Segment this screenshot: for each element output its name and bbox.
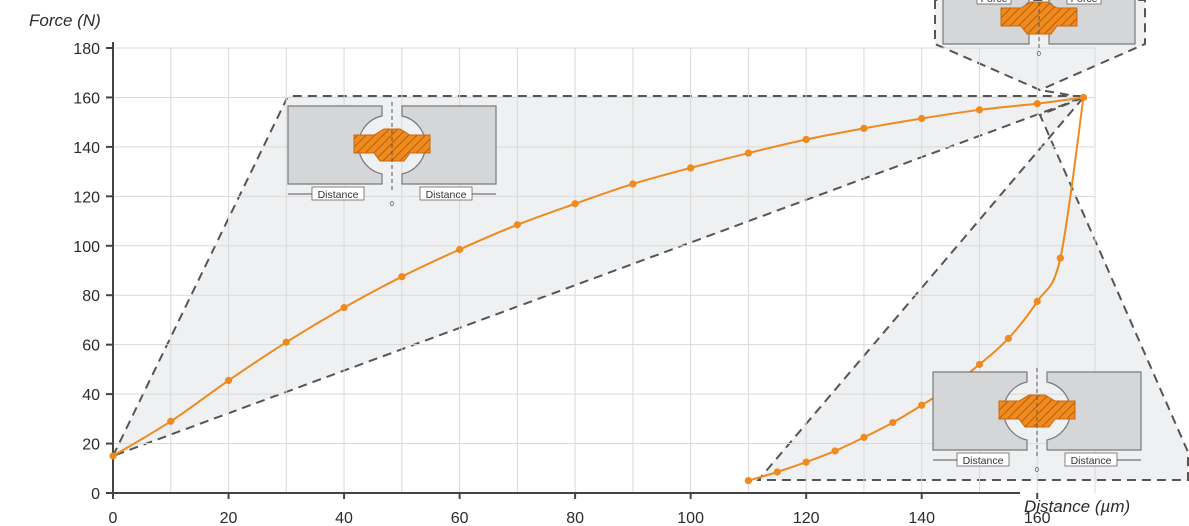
- y-tick-label: 140: [73, 140, 100, 157]
- loading-point: [1033, 100, 1041, 108]
- inset-label: Force: [1071, 0, 1098, 5]
- x-axis-title: Distance (µm): [1024, 497, 1130, 516]
- unloading-point: [1033, 297, 1041, 306]
- inset-label: Distance: [426, 189, 467, 201]
- loading-point: [918, 114, 926, 123]
- inset-zero-label: 0: [1035, 467, 1039, 474]
- unloading-point: [802, 458, 810, 466]
- x-tick-label: 80: [566, 510, 584, 526]
- loading-point: [109, 452, 117, 460]
- loading-shade: [111, 95, 1085, 458]
- unloading-point: [860, 433, 868, 441]
- x-tick-label: 100: [677, 510, 704, 526]
- inset-label: Distance: [1071, 455, 1112, 467]
- inset-zero-label: 0: [390, 201, 394, 208]
- loading-point: [629, 180, 637, 188]
- inset-top-left: Distance Distance 0: [287, 102, 497, 208]
- y-tick-label: 40: [82, 387, 100, 404]
- x-tick-label: 120: [793, 510, 820, 526]
- unloading-point: [744, 477, 753, 485]
- x-tick-label: 60: [451, 510, 469, 526]
- unloading-point: [975, 360, 984, 369]
- inset-label: Force: [981, 0, 1008, 5]
- inset-label: Distance: [318, 189, 359, 201]
- y-tick-label: 0: [91, 486, 100, 503]
- y-tick-label: 80: [82, 288, 100, 305]
- inset-label-box: [1066, 0, 1102, 5]
- y-tick-label: 60: [82, 338, 100, 355]
- grid: [113, 47, 1096, 493]
- unloading-point: [1056, 254, 1064, 262]
- loading-point: [802, 135, 810, 144]
- loading-point: [455, 245, 464, 254]
- unloading-point: [831, 447, 839, 455]
- x-tick-label: 20: [220, 510, 238, 526]
- loading-point: [167, 417, 175, 425]
- y-tick-label: 100: [73, 239, 100, 256]
- loading-point: [282, 338, 290, 346]
- loading-point: [224, 376, 233, 385]
- loading-point: [744, 149, 753, 157]
- inset-zero-label: 0: [1037, 51, 1041, 58]
- y-tick-label: 160: [73, 90, 100, 107]
- loading-point: [975, 106, 984, 114]
- inset-connector: [1039, 89, 1084, 99]
- loading-point: [340, 303, 348, 312]
- loading-point: [860, 124, 868, 132]
- inset-label: Distance: [963, 455, 1004, 467]
- y-tick-label: 180: [73, 41, 100, 58]
- y-axis-title: Force (N): [29, 11, 101, 30]
- inset-top-right: Force Force 0: [942, 0, 1136, 58]
- loading-point: [571, 200, 579, 208]
- x-tick-label: 40: [335, 510, 353, 526]
- insets: DistanceDistance0ForceForce0DistanceDist…: [287, 0, 1142, 474]
- unloading-point: [889, 418, 897, 427]
- inset-bottom-right: Distance Distance 0: [932, 368, 1142, 474]
- axes: 0 20 40 60 80 100 120 140 160 180 0 20 40 60 80 100 120 1…: [73, 41, 1050, 526]
- unloading-point: [918, 401, 926, 409]
- loading-point: [398, 273, 406, 281]
- y-tick-label: 120: [73, 189, 100, 206]
- inset-label-box: [976, 0, 1012, 5]
- unloading-point: [1079, 93, 1088, 102]
- y-tick-label: 20: [82, 437, 100, 454]
- unloading-point: [773, 468, 781, 476]
- x-tick-label: 0: [109, 510, 118, 526]
- unloading-point: [1004, 334, 1012, 343]
- x-tick-label: 140: [908, 510, 935, 526]
- loading-point: [513, 221, 521, 229]
- x-tick-label: 160: [1024, 510, 1051, 526]
- loading-point: [687, 164, 695, 172]
